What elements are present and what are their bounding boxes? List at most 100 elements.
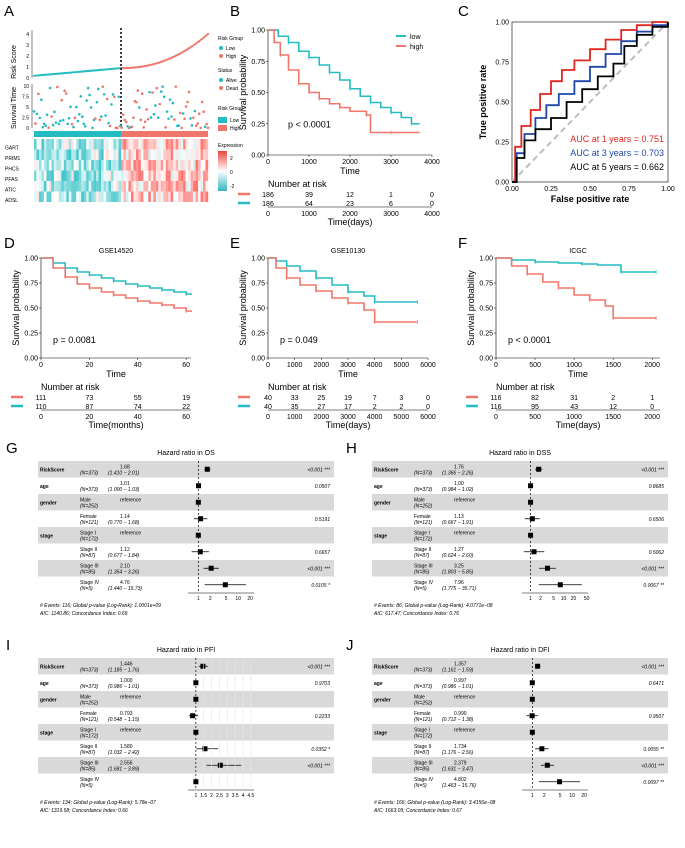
heatmap-cell <box>68 181 72 192</box>
heatmap-cell <box>56 149 60 160</box>
heatmap-cell <box>130 170 134 181</box>
survival-point <box>97 87 100 91</box>
heatmap-cell <box>165 181 169 192</box>
forest-var: age <box>374 484 383 490</box>
heatmap-cell <box>93 170 97 181</box>
risk-cell: 17 <box>344 404 352 411</box>
heatmap-cell <box>123 139 127 150</box>
forest-sub: Female <box>80 711 97 717</box>
heatmap-cell <box>76 139 79 150</box>
heatmap-cell <box>198 139 201 150</box>
forest-footer: AIC: 1663.09; Concordance Index: 0.67 <box>373 808 462 814</box>
heatmap-cell <box>203 170 206 181</box>
survival-point <box>101 85 105 88</box>
heatmap-cell <box>133 170 137 181</box>
heatmap-cell <box>118 181 122 192</box>
heatmap-cell <box>101 191 104 202</box>
heatmap-cell <box>178 181 181 192</box>
forest-ci: (0.984 − 1.02) <box>442 487 474 493</box>
heatmap-cell <box>98 181 102 192</box>
risk-cell: 186 <box>262 192 274 199</box>
heatmap-cell <box>205 181 209 192</box>
heatmap-cell <box>76 191 79 202</box>
status-legend-title: Status <box>218 68 233 74</box>
heatmap-cell <box>143 149 147 160</box>
forest-p: <0.001 *** <box>307 566 331 572</box>
heatmap-cell <box>183 139 186 150</box>
heatmap-cell <box>61 139 65 150</box>
y-tick-label: 0.00 <box>24 356 38 363</box>
heatmap-cell <box>193 191 196 202</box>
heatmap-cell <box>78 170 82 181</box>
panel-label-j: J <box>346 637 354 654</box>
x-tick-label: 1500 <box>605 362 621 369</box>
y-tick-label: 0.00 <box>251 153 265 160</box>
heatmap-cell <box>135 139 139 150</box>
heatmap-cell <box>81 149 84 160</box>
heatmap-cell <box>68 191 72 202</box>
heatmap-cell <box>143 191 147 202</box>
risk-legend-low-dot <box>219 46 223 50</box>
y-tick-label: 0.25 <box>24 331 38 338</box>
survival-point <box>164 126 167 129</box>
forest-n: (N=373) <box>80 667 99 673</box>
heatmap-cell <box>73 149 77 160</box>
forest-row-shade <box>38 724 334 741</box>
forest-var: stage <box>374 533 387 539</box>
forest-hr: 1.01 <box>120 481 130 487</box>
heatmap-cell <box>38 160 42 171</box>
roc-curve <box>512 21 668 183</box>
y-tick-label: 0.25 <box>479 331 493 338</box>
risk-cell: 0 <box>650 404 654 411</box>
heatmap-cell <box>91 170 94 181</box>
heatmap-cell <box>163 139 166 150</box>
survival-point <box>170 115 173 118</box>
heatmap-cell <box>93 191 97 202</box>
heatmap-cell <box>175 139 179 150</box>
plot-title: ICGC <box>569 248 587 255</box>
risk-cell: 25 <box>317 395 325 402</box>
heatmap-cell <box>48 181 52 192</box>
risk-x-tick: 2000 <box>314 414 330 421</box>
y-axis-title: Survival probability <box>238 270 248 346</box>
heatmap-cell <box>118 170 122 181</box>
forest-var: gender <box>374 500 391 506</box>
forest-hr: 7.96 <box>454 580 464 586</box>
risk-x-tick: 2000 <box>342 211 358 218</box>
heatmap-cell <box>66 181 69 192</box>
forest-sub: Stage IV <box>80 580 100 586</box>
x-axis-title: Time <box>340 166 360 176</box>
heatmap-cell <box>101 181 104 192</box>
survival-point <box>98 118 102 122</box>
forest-estimate <box>529 516 535 522</box>
roc-curve <box>512 22 669 183</box>
heatmap-cell <box>83 139 87 150</box>
heatmap-cell <box>76 181 79 192</box>
x-tick-label: 0 <box>266 362 270 369</box>
survival-point <box>148 90 151 94</box>
heatmap-cell <box>150 139 154 150</box>
forest-title: Hazard ratio in OS <box>157 450 215 457</box>
forest-n: (N=252) <box>80 503 99 509</box>
heatmap-cell <box>58 149 62 160</box>
heatmap-cell <box>145 160 149 171</box>
forest-n: (N=121) <box>414 717 433 723</box>
risk-cell: 27 <box>317 404 325 411</box>
heatmap-cell <box>148 149 152 160</box>
forest-x-tick: 4 <box>242 793 245 799</box>
forest-var: stage <box>40 730 53 736</box>
survival-point <box>35 112 39 116</box>
heatmap-cell <box>123 160 127 171</box>
km-curve-high <box>41 257 192 312</box>
forest-hr: 1.12 <box>120 547 130 553</box>
heatmap-cell <box>43 149 47 160</box>
survival-point <box>159 90 163 93</box>
forest-ci: (0.712 − 1.38) <box>442 717 474 723</box>
legend-label: low <box>410 34 421 41</box>
forest-footer: AIC: 1140.86; Concordance Index: 0.69 <box>39 611 128 617</box>
forest-ci: (1.410 − 2.01) <box>108 470 140 476</box>
heatmap-cell <box>133 160 137 171</box>
km-curve-high <box>268 257 418 323</box>
heatmap-cell <box>178 191 181 202</box>
